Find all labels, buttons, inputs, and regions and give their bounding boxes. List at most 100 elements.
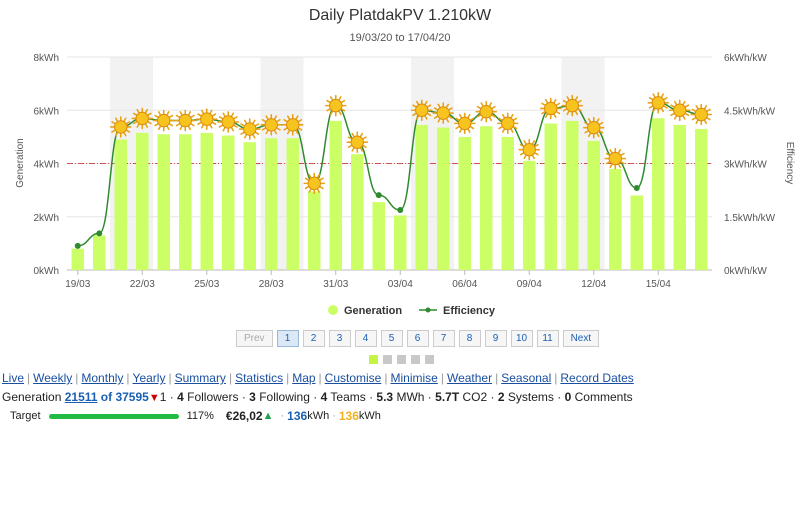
target-value-blue: 136 [287, 409, 308, 423]
y-tick-left: 4kWh [33, 160, 59, 171]
target-dot: · [332, 410, 336, 422]
sun-core [544, 101, 558, 116]
teams-label: Teams [330, 390, 366, 404]
sun-icon [453, 112, 476, 135]
link-minimise[interactable]: Minimise [390, 371, 438, 385]
link-summary[interactable]: Summary [174, 371, 226, 385]
page-4-button[interactable]: 4 [354, 330, 377, 347]
generation-bar [415, 124, 428, 270]
sun-icon [303, 172, 326, 195]
legend-generation-swatch [328, 305, 338, 315]
rank-total: of 37595 [100, 390, 149, 404]
stats-dot: · [169, 390, 174, 404]
link-weather[interactable]: Weather [446, 371, 493, 385]
followers-count: 4 [177, 390, 184, 404]
generation-bar [286, 138, 299, 270]
link-map[interactable]: Map [292, 371, 316, 385]
view-square-5[interactable] [425, 355, 434, 364]
generation-bar [71, 248, 84, 270]
stats-dot: · [557, 390, 562, 404]
generation-bar [695, 128, 708, 270]
stats-dot: · [490, 390, 495, 404]
generation-bar [587, 140, 600, 270]
comments-count: 0 [564, 390, 572, 404]
y-tick-left: 0kWh [33, 266, 59, 277]
link-weekly[interactable]: Weekly [33, 371, 73, 385]
systems-label: Systems [507, 390, 554, 404]
legend[interactable]: Generation Efficiency [328, 305, 496, 317]
sun-core [565, 98, 579, 113]
sun-icon [432, 102, 455, 124]
sun-icon [410, 99, 433, 122]
legend-efficiency-label: Efficiency [443, 305, 496, 317]
stats-dot: · [369, 390, 374, 404]
view-square-4[interactable] [411, 355, 420, 364]
next-page-button[interactable]: Next [562, 330, 600, 347]
page-5-button[interactable]: 5 [380, 330, 403, 347]
target-unit-yellow: kWh [358, 410, 381, 422]
generation-bar [157, 134, 170, 270]
sun-icon [195, 108, 218, 130]
link-seasonal[interactable]: Seasonal [501, 371, 552, 385]
co2-value: 5.7T [435, 390, 460, 404]
rank-link[interactable]: 21511 [64, 390, 98, 404]
link-yearly[interactable]: Yearly [132, 371, 166, 385]
systems-count: 2 [497, 390, 505, 404]
view-square-1[interactable] [369, 355, 378, 364]
generation-bar [523, 160, 536, 270]
page-3-button[interactable]: 3 [328, 330, 351, 347]
followers-label: Followers [187, 390, 239, 404]
stats-row: Generation 21511 of 37595▼1 · 4 Follower… [2, 390, 633, 404]
page-8-button[interactable]: 8 [458, 330, 481, 347]
link-separator: | [75, 371, 79, 385]
efficiency-point [397, 207, 404, 214]
sun-core [651, 96, 665, 110]
sun-icon [647, 91, 670, 114]
link-separator: | [318, 371, 322, 385]
page-9-button[interactable]: 9 [484, 330, 507, 347]
sun-icon [604, 147, 627, 170]
generation-bar [630, 195, 643, 270]
link-monthly[interactable]: Monthly [81, 371, 124, 385]
x-tick-label: 28/03 [259, 279, 284, 290]
y-tick-left: 8kWh [33, 53, 59, 64]
link-record-dates[interactable]: Record Dates [560, 371, 634, 385]
sun-core [157, 113, 171, 128]
sun-core [694, 107, 708, 122]
y-axis-left-label: Generation [15, 138, 26, 187]
page-10-button[interactable]: 10 [510, 330, 533, 347]
generation-bar [544, 123, 557, 270]
generation-bar [308, 191, 321, 270]
generation-bar [179, 134, 192, 270]
sun-icon [496, 112, 519, 135]
link-statistics[interactable]: Statistics [235, 371, 284, 385]
page-11-button[interactable]: 11 [536, 330, 559, 347]
generation-chart: 0kWh 0kWh/kW 2kWh 1.5kWh/kW 4kWh 3kWh/kW 6kWh 4… [15, 7, 795, 317]
link-live[interactable]: Live [2, 371, 25, 385]
target-progress-bar [48, 413, 179, 419]
sun-icon [539, 97, 562, 120]
target-percent: 117% [186, 410, 214, 422]
page-2-button[interactable]: 2 [302, 330, 325, 347]
view-square-3[interactable] [397, 355, 406, 364]
link-separator: | [554, 371, 558, 385]
view-square-2[interactable] [383, 355, 392, 364]
chart-title: Daily PlatdakPV 1.210kW [309, 7, 492, 24]
target-unit-blue: kWh [307, 410, 330, 422]
generation-bar [265, 138, 278, 270]
link-customise[interactable]: Customise [324, 371, 382, 385]
sun-core [243, 122, 257, 136]
sun-core [415, 103, 429, 117]
page-1-button[interactable]: 1 [276, 330, 299, 347]
page-6-button[interactable]: 6 [406, 330, 429, 347]
generation-bar [458, 136, 471, 270]
sun-icon [152, 109, 175, 132]
y-tick-right: 3kWh/kW [724, 160, 767, 171]
prev-page-button[interactable]: Prev [236, 330, 273, 347]
page-7-button[interactable]: 7 [432, 330, 455, 347]
nav-links: Live | Weekly | Monthly | Yearly | Summary | Stati… [2, 371, 634, 385]
sun-core [200, 112, 214, 126]
sun-icon [260, 114, 283, 136]
link-separator: | [27, 371, 31, 385]
rank-change: 1 [159, 390, 167, 404]
